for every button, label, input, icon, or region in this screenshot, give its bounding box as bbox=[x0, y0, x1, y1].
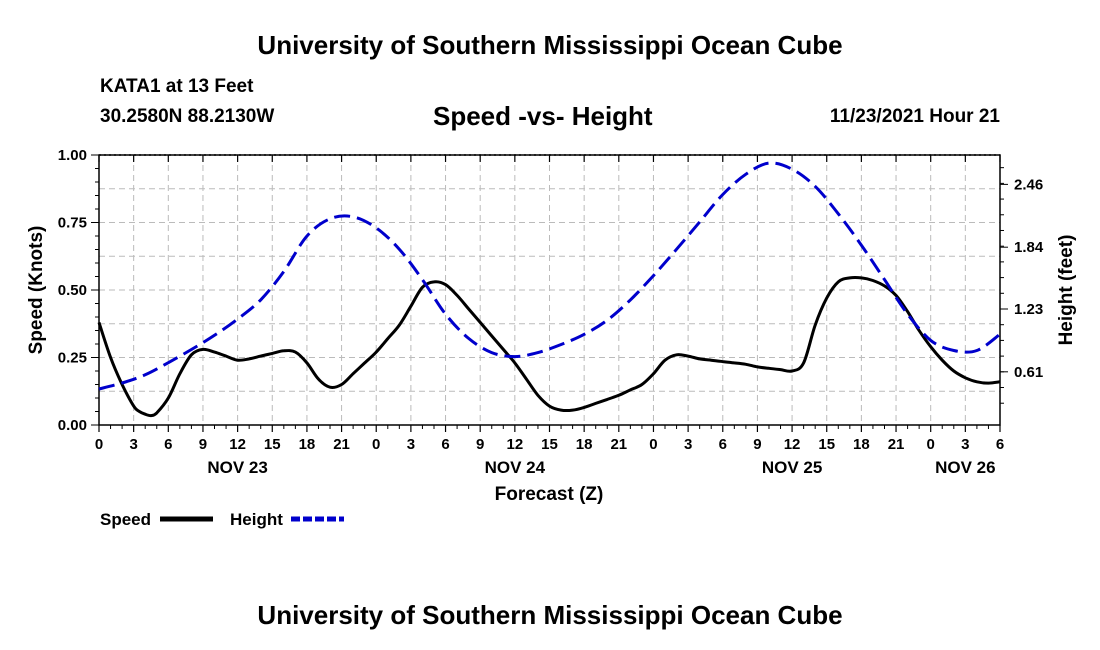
x-tick-label: 6 bbox=[164, 436, 172, 453]
y2-tick-label: 0.61 bbox=[1014, 364, 1043, 381]
height-series-line bbox=[98, 161, 1001, 391]
x-tick-label: 6 bbox=[719, 436, 727, 453]
footer-title: University of Southern Mississippi Ocean… bbox=[257, 600, 843, 630]
station-coordinates: 30.2580N 88.2130W bbox=[100, 106, 275, 127]
x-tick-label: 0 bbox=[372, 436, 380, 453]
x-tick-label: 18 bbox=[853, 436, 870, 453]
x-tick-label: 6 bbox=[996, 436, 1004, 453]
x-tick-label: 3 bbox=[961, 436, 969, 453]
speed-height-chart: 0 3 6 9 12 15 18 21 0 3 6 9 12 15 18 21 0 3 6 9 12 15 18 21 0 3 6N… bbox=[26, 147, 1077, 529]
x-tick-label: 3 bbox=[684, 436, 692, 453]
grid-lines bbox=[99, 155, 1000, 425]
x-axis-label: Forecast (Z) bbox=[495, 484, 604, 505]
x-tick-label: 18 bbox=[299, 436, 316, 453]
x-tick-label: 9 bbox=[199, 436, 207, 453]
y2-tick-label: 1.23 bbox=[1014, 301, 1043, 318]
y-tick-label: 0.50 bbox=[58, 282, 87, 299]
x-tick-label: 21 bbox=[888, 436, 905, 453]
x-tick-label: 12 bbox=[507, 436, 524, 453]
y-tick-label: 1.00 bbox=[58, 147, 87, 164]
x-tick-label: 3 bbox=[407, 436, 415, 453]
y2-axis-label: Height (feet) bbox=[1056, 235, 1077, 346]
x-tick-label: 15 bbox=[541, 436, 558, 453]
station-name: KATA1 at 13 Feet bbox=[100, 76, 254, 97]
data-series bbox=[97, 161, 1001, 418]
chart-date: 11/23/2021 Hour 21 bbox=[829, 106, 1000, 127]
day-label: NOV 24 bbox=[485, 458, 546, 477]
x-tick-label: 21 bbox=[610, 436, 627, 453]
x-tick-label: 12 bbox=[784, 436, 801, 453]
legend: Speed Height bbox=[100, 510, 344, 529]
x-tick-label: 21 bbox=[333, 436, 350, 453]
x-tick-label: 18 bbox=[576, 436, 593, 453]
x-tick-label: 3 bbox=[129, 436, 137, 453]
x-tick-label: 12 bbox=[229, 436, 246, 453]
x-tick-label: 6 bbox=[441, 436, 449, 453]
x-tick-label: 9 bbox=[753, 436, 761, 453]
speed-series-line bbox=[97, 275, 1001, 418]
axis-ticks: 0 3 6 9 12 15 18 21 0 3 6 9 12 15 18 21 0 3 6 9 12 15 18 21 0 3 6N… bbox=[58, 147, 1044, 477]
x-tick-label: 15 bbox=[264, 436, 281, 453]
y-tick-label: 0.75 bbox=[58, 215, 87, 232]
x-tick-label: 0 bbox=[649, 436, 657, 453]
y-tick-label: 0.00 bbox=[58, 417, 87, 434]
x-tick-label: 0 bbox=[95, 436, 103, 453]
y-axis-label: Speed (Knots) bbox=[26, 226, 47, 355]
day-label: NOV 25 bbox=[762, 458, 822, 477]
legend-speed-label: Speed bbox=[100, 510, 151, 529]
x-tick-label: 9 bbox=[476, 436, 484, 453]
legend-height-label: Height bbox=[230, 510, 283, 529]
x-tick-label: 0 bbox=[927, 436, 935, 453]
day-label: NOV 23 bbox=[207, 458, 267, 477]
y2-tick-label: 1.84 bbox=[1014, 239, 1044, 256]
day-label: NOV 26 bbox=[935, 458, 995, 477]
y2-tick-label: 2.46 bbox=[1014, 176, 1043, 193]
page-title: University of Southern Mississippi Ocean… bbox=[257, 30, 843, 60]
x-tick-label: 15 bbox=[818, 436, 835, 453]
y-tick-label: 0.25 bbox=[58, 350, 87, 367]
chart-title: Speed -vs- Height bbox=[433, 101, 653, 131]
